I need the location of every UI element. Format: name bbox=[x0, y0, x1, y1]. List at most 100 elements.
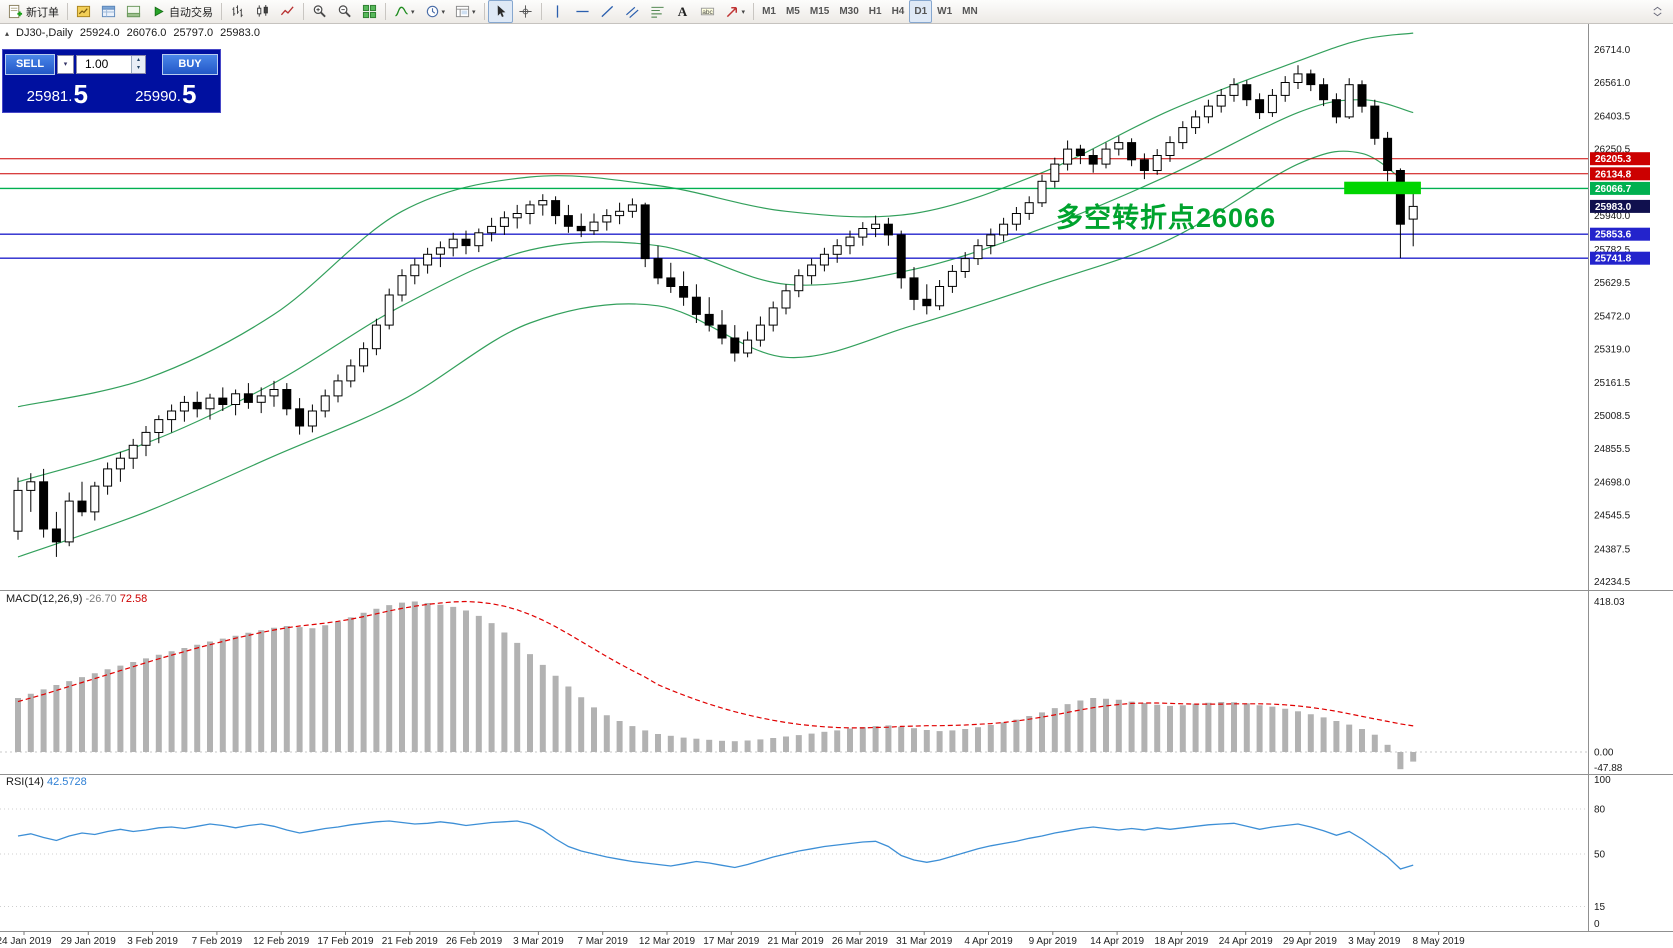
collapse-icon bbox=[1650, 4, 1665, 19]
templates-icon bbox=[455, 4, 470, 19]
chevron-down-icon: ▾ bbox=[63, 61, 68, 68]
fibonacci-button[interactable] bbox=[645, 0, 670, 23]
candle bbox=[1306, 73, 1316, 86]
line-chart-button[interactable] bbox=[275, 0, 300, 23]
cursor-button[interactable] bbox=[487, 0, 513, 23]
toolbar-separator bbox=[67, 3, 68, 20]
tf-m15-button[interactable]: M15 bbox=[805, 0, 834, 23]
candle bbox=[525, 204, 535, 214]
macd-signal-line bbox=[17, 600, 1414, 729]
market-watch-button[interactable] bbox=[71, 0, 96, 23]
candle bbox=[1037, 180, 1047, 204]
price-badge bbox=[1590, 227, 1650, 241]
indicators-icon bbox=[394, 4, 409, 19]
volume-input[interactable] bbox=[77, 56, 133, 72]
sell-button[interactable]: SELL bbox=[5, 53, 55, 75]
volume-dropdown[interactable]: ▾ bbox=[57, 54, 74, 74]
tf-m1-button-label: M1 bbox=[762, 6, 776, 17]
candle bbox=[1267, 94, 1277, 114]
macd-signal-value: 72.58 bbox=[119, 593, 148, 605]
hline-icon bbox=[575, 4, 590, 19]
candle bbox=[1331, 99, 1341, 118]
tf-m30-button[interactable]: M30 bbox=[834, 0, 863, 23]
candle bbox=[359, 348, 369, 367]
turning-point-highlight[interactable] bbox=[1344, 181, 1421, 195]
tf-h4-button[interactable]: H4 bbox=[887, 0, 910, 23]
rsi-tick-label: 15 bbox=[1594, 902, 1606, 913]
candle bbox=[333, 380, 343, 397]
indicators-button[interactable]: ▾ bbox=[389, 0, 420, 23]
buy-price[interactable]: 25990. 5 bbox=[112, 76, 221, 110]
trendline-button[interactable] bbox=[595, 0, 620, 23]
tf-m5-button[interactable]: M5 bbox=[781, 0, 805, 23]
zoom-in-button[interactable] bbox=[307, 0, 332, 23]
toolbar-separator bbox=[221, 3, 222, 20]
sell-price-big-digit: 5 bbox=[73, 79, 88, 109]
data-window-button[interactable] bbox=[96, 0, 121, 23]
candle bbox=[704, 313, 714, 326]
candle bbox=[26, 481, 36, 491]
bar-chart-button[interactable] bbox=[225, 0, 250, 23]
candle bbox=[231, 393, 241, 405]
one-click-collapse-icon[interactable]: ▴ bbox=[5, 28, 10, 38]
horizontal-line-button[interactable] bbox=[570, 0, 595, 23]
tf-mn-button[interactable]: MN bbox=[957, 0, 983, 23]
price-badge-label: 26205.3 bbox=[1595, 154, 1632, 165]
zoom-out-button[interactable] bbox=[332, 0, 357, 23]
candle bbox=[397, 275, 407, 296]
tile-windows-button[interactable] bbox=[357, 0, 382, 23]
candle bbox=[51, 528, 61, 543]
sell-price[interactable]: 25981. 5 bbox=[3, 76, 112, 110]
autotrading-icon bbox=[151, 4, 166, 19]
label-button[interactable]: abc bbox=[695, 0, 720, 23]
vline-icon bbox=[550, 4, 565, 19]
crosshair-button[interactable] bbox=[513, 0, 538, 23]
candle bbox=[39, 481, 49, 530]
candle bbox=[807, 264, 817, 277]
sell-price-main: 25981. bbox=[26, 88, 73, 105]
templates-button[interactable]: ▾ bbox=[450, 0, 481, 23]
tf-h1-button[interactable]: H1 bbox=[864, 0, 887, 23]
date-label: 21 Feb 2019 bbox=[382, 936, 439, 947]
channel-button[interactable] bbox=[620, 0, 645, 23]
toolbar-collapse-button[interactable] bbox=[1645, 0, 1670, 23]
volume-decrease-button[interactable]: ▾ bbox=[132, 64, 145, 73]
buy-button[interactable]: BUY bbox=[162, 53, 218, 75]
candle bbox=[1370, 105, 1380, 139]
candle bbox=[1319, 84, 1329, 101]
vertical-line-button[interactable] bbox=[545, 0, 570, 23]
volume-increase-button[interactable]: ▴ bbox=[132, 55, 145, 64]
tf-d1-button[interactable]: D1 bbox=[909, 0, 933, 23]
candle bbox=[243, 393, 253, 403]
price-tick-label: 24855.5 bbox=[1594, 444, 1631, 455]
candle bbox=[986, 234, 996, 247]
candle bbox=[602, 215, 612, 223]
arrows-button[interactable]: ▾ bbox=[720, 0, 751, 23]
line-chart-icon bbox=[280, 4, 295, 19]
tf-d1-button-label: D1 bbox=[914, 6, 928, 17]
candle bbox=[141, 431, 151, 446]
text-button[interactable]: A bbox=[670, 0, 695, 23]
date-label: 8 May 2019 bbox=[1412, 936, 1465, 947]
candlestick-chart-button[interactable] bbox=[250, 0, 275, 23]
terminal-button[interactable] bbox=[121, 0, 146, 23]
candle bbox=[487, 225, 497, 234]
price-badge-label: 26066.7 bbox=[1595, 184, 1632, 195]
buy-price-main: 25990. bbox=[135, 88, 181, 105]
tf-m1-button[interactable]: M1 bbox=[757, 0, 781, 23]
candle bbox=[909, 277, 919, 300]
new-order-button[interactable]: 新订单 bbox=[3, 0, 64, 23]
macd-tick-label: -47.88 bbox=[1594, 763, 1623, 774]
rsi-tick-label: 50 bbox=[1594, 850, 1606, 861]
tf-w1-button[interactable]: W1 bbox=[932, 0, 957, 23]
periods-button[interactable]: ▾ bbox=[420, 0, 451, 23]
price-tick-label: 26250.5 bbox=[1594, 144, 1631, 155]
tf-m30-button-label: M30 bbox=[839, 6, 859, 17]
toolbar-separator bbox=[303, 3, 304, 20]
date-label: 3 Mar 2019 bbox=[513, 936, 564, 947]
rsi-tick-label: 0 bbox=[1594, 919, 1600, 930]
autotrading-button[interactable]: 自动交易 bbox=[146, 0, 218, 23]
open-value: 25924.0 bbox=[79, 27, 120, 39]
